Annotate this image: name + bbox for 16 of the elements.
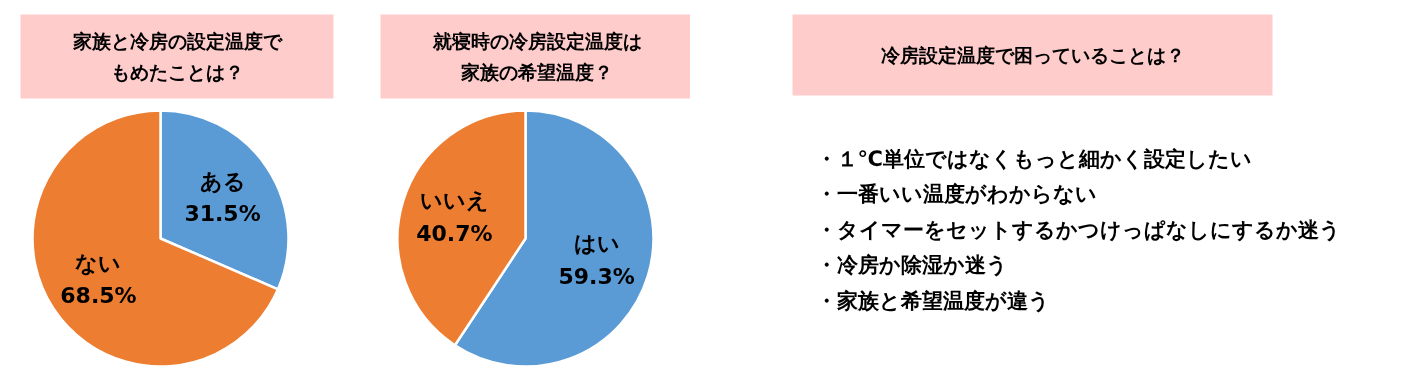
data-label: 68.5% — [60, 283, 137, 309]
slice-label: ない — [75, 250, 122, 276]
text: ・冷房か除湿か迷う — [815, 253, 1008, 277]
slice-label: いいえ — [419, 188, 489, 214]
chart-title: 就寝時の冷房設定温度は家族の希望温度？ — [431, 30, 642, 83]
data-label: 59.3% — [558, 263, 635, 289]
text: ・タイマーをセットするかつけっぱなしにするか迷う — [815, 217, 1341, 242]
text: ・１℃単位ではなくもっと細かく設定したい — [815, 146, 1252, 171]
text: ・家族と希望温度が違う — [815, 288, 1050, 313]
text: 冷房設定温度で困っていることは？ — [880, 44, 1185, 66]
chart-title: 家族と冷房の設定温度でもめたことは？ — [71, 30, 283, 83]
slice-label: ある — [199, 168, 246, 194]
data-label: 40.7% — [416, 220, 493, 246]
text: ・一番いい温度がわからない — [815, 182, 1097, 206]
data-label: 31.5% — [184, 201, 261, 227]
slice-label: はい — [573, 231, 620, 257]
